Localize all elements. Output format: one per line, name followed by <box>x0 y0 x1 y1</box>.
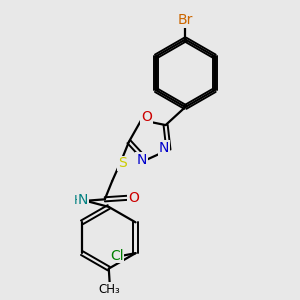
Text: N: N <box>78 193 88 207</box>
Text: O: O <box>141 110 152 124</box>
Text: S: S <box>118 157 127 170</box>
Text: O: O <box>128 191 139 205</box>
Text: N: N <box>136 153 146 167</box>
Text: Cl: Cl <box>110 248 124 262</box>
Text: H: H <box>74 194 83 207</box>
Text: Br: Br <box>178 14 193 27</box>
Text: N: N <box>159 141 169 155</box>
Text: CH₃: CH₃ <box>99 283 121 296</box>
